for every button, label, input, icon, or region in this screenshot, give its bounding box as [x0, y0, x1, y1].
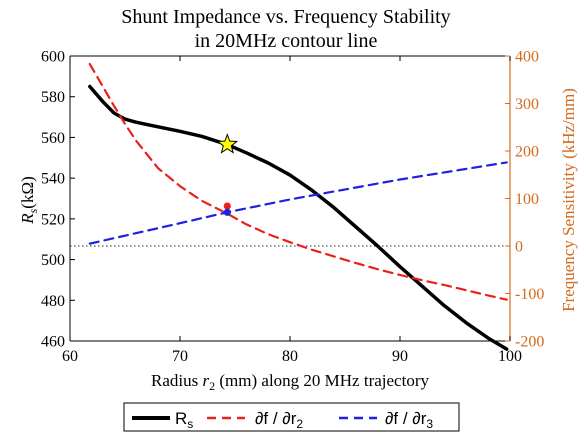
y-right-tick-label: -200: [515, 334, 544, 351]
chart-title-line-2: in 20MHz contour line: [195, 30, 378, 52]
legend: Rs ∂f / ∂r2 ∂f / ∂r3: [123, 402, 460, 432]
y-left-tick-label: 580: [41, 89, 65, 106]
x-tick-label: 100: [498, 348, 522, 365]
x-axis-label: Radius r2 (mm) along 20 MHz trajectory: [151, 371, 429, 393]
legend-label-rs: Rs: [175, 409, 193, 431]
y-right-tick-label: 100: [515, 191, 539, 208]
legend-label-dfdr2: ∂f / ∂r2: [255, 409, 303, 431]
y-left-tick-label: 600: [41, 49, 65, 66]
y-axis-right-label: Frequency Sensitivity (kHz/mm): [559, 88, 578, 312]
x-tick-label: 70: [172, 348, 188, 365]
tick-labels: 60 70 80 90 100 460 480 500 520 540 560 580 600 -200 -…: [41, 49, 544, 366]
legend-box: [123, 402, 460, 432]
y-axis-left-label: Rs(kΩ): [18, 176, 40, 225]
x-tick-label: 60: [62, 348, 78, 365]
x-tick-label: 90: [392, 348, 408, 365]
y-right-tick-label: 300: [515, 96, 539, 113]
series-rs-line: [88, 84, 509, 351]
axes: [69, 55, 511, 342]
star-marker: [216, 133, 239, 154]
y-right-tick-label: 400: [515, 49, 539, 66]
series-dfdr3-line: [88, 161, 508, 245]
y-left-tick-label: 520: [41, 211, 65, 228]
y-right-tick-label: 200: [515, 144, 539, 161]
y-right-tick-label: -100: [515, 286, 544, 303]
y-left-tick-label: 540: [41, 171, 65, 188]
y-left-tick-label: 500: [41, 252, 65, 269]
plot-area: [70, 62, 510, 351]
series-dfdr2-line: [88, 62, 508, 301]
y-left-tick-label: 480: [41, 293, 65, 310]
y-left-tick-label: 460: [41, 334, 65, 351]
dot-marker-2: [223, 208, 231, 216]
legend-label-dfdr3: ∂f / ∂r3: [385, 409, 433, 431]
x-tick-label: 80: [282, 348, 298, 365]
y-right-tick-label: 0: [515, 239, 523, 256]
y-left-tick-label: 560: [41, 130, 65, 147]
chart-title-line-1: Shunt Impedance vs. Frequency Stability: [121, 6, 450, 28]
dot-marker-1: [223, 202, 231, 210]
